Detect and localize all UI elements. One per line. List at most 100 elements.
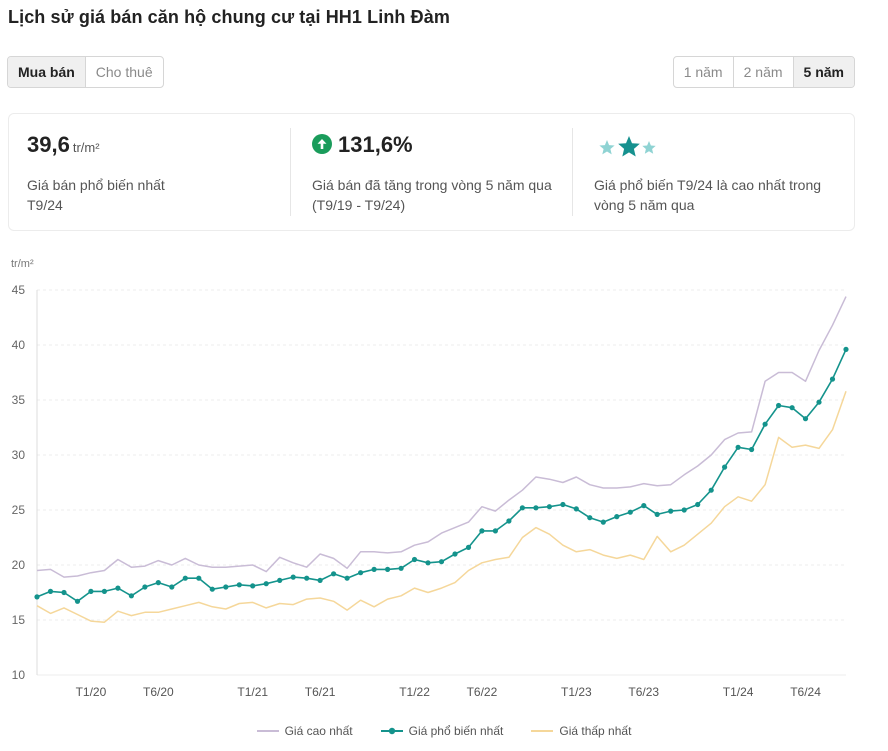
rank-desc-line1: Giá phổ biến T9/24 là cao nhất trong: [594, 177, 822, 193]
data-point-mid: [290, 574, 296, 580]
y-tick-label: 40: [12, 338, 26, 352]
y-tick-label: 20: [12, 558, 26, 572]
data-point-mid: [425, 560, 431, 566]
data-point-mid: [371, 566, 377, 572]
page-title: Lịch sử giá bán căn hộ chung cư tại HH1 …: [8, 7, 450, 27]
data-point-mid: [223, 584, 229, 590]
data-point-mid: [519, 505, 526, 511]
data-point-mid: [317, 577, 323, 583]
data-point-mid: [708, 487, 714, 493]
data-point-mid: [587, 515, 593, 521]
series-line-low: [36, 390, 847, 623]
stat-common-price: 39,6 tr/m² Giá bán phổ biến nhất T9/24: [27, 114, 287, 230]
legend-line-low-icon: [531, 730, 554, 732]
data-point-mid: [465, 544, 472, 550]
data-point-mid: [681, 507, 687, 513]
x-tick-label: T6/21: [305, 685, 336, 699]
growth-desc: Giá bán đã tăng trong vòng 5 năm qua (T9…: [312, 175, 552, 215]
chart-legend: Giá cao nhất Giá phổ biến nhất Giá thấp …: [0, 724, 888, 738]
y-tick-label: 25: [12, 503, 26, 517]
data-point-mid: [411, 556, 418, 563]
common-price-value: 39,6 tr/m²: [27, 132, 100, 158]
data-point-mid: [479, 528, 485, 534]
data-point-mid: [47, 588, 54, 594]
common-price-desc-line2: T9/24: [27, 197, 63, 213]
legend-item-high[interactable]: Giá cao nhất: [256, 724, 353, 738]
y-tick-label: 45: [12, 283, 26, 297]
legend-line-high-icon: [256, 730, 279, 732]
data-point-mid: [843, 346, 849, 352]
rank-desc: Giá phổ biến T9/24 là cao nhất trong vòn…: [594, 175, 821, 215]
x-tick-label: T6/24: [790, 685, 821, 699]
y-tick-label: 35: [12, 393, 26, 407]
range-1-year[interactable]: 1 năm: [683, 64, 723, 80]
y-axis-unit-label: tr/m²: [11, 258, 34, 270]
data-point-mid: [88, 588, 94, 594]
x-tick-label: T1/20: [76, 685, 107, 699]
stats-divider-2: [572, 128, 573, 216]
data-point-mid: [250, 583, 256, 589]
data-point-mid: [61, 589, 67, 596]
data-point-mid: [209, 586, 215, 592]
data-point-mid: [776, 402, 782, 409]
data-point-mid: [749, 446, 755, 453]
legend-label-high: Giá cao nhất: [284, 724, 353, 738]
data-point-mid: [627, 509, 633, 515]
legend-line-mid-icon: [380, 727, 403, 735]
data-point-mid: [277, 577, 283, 583]
data-point-mid: [654, 511, 660, 517]
data-point-mid: [573, 506, 579, 512]
growth-desc-line2: (T9/19 - T9/24): [312, 197, 406, 213]
data-point-mid: [182, 575, 188, 581]
range-5-years[interactable]: 5 năm: [792, 57, 854, 87]
tab-buy[interactable]: Mua bán: [8, 57, 85, 87]
data-point-mid: [236, 582, 242, 588]
data-point-mid: [101, 588, 107, 594]
data-point-mid: [385, 566, 391, 572]
stats-divider-1: [290, 128, 291, 216]
arrow-up-circle-icon: [312, 134, 332, 154]
common-price-desc-line1: Giá bán phổ biến nhất: [27, 177, 165, 193]
data-point-mid: [492, 528, 498, 534]
data-point-mid: [789, 405, 795, 411]
stat-growth: 131,6% Giá bán đã tăng trong vòng 5 năm …: [312, 114, 572, 230]
price-unit: tr/m²: [72, 140, 100, 155]
stars-icon: [599, 136, 656, 157]
data-point-mid: [546, 504, 553, 510]
rank-desc-line2: vòng 5 năm qua: [594, 197, 695, 213]
data-point-mid: [304, 575, 310, 581]
data-point-mid: [169, 584, 175, 590]
x-tick-label: T1/24: [723, 685, 754, 699]
stats-panel: 39,6 tr/m² Giá bán phổ biến nhất T9/24 13…: [8, 113, 855, 231]
data-point-mid: [722, 464, 728, 470]
data-point-mid: [331, 571, 337, 577]
star-center-icon: [618, 136, 640, 157]
x-tick-label: T1/21: [237, 685, 268, 699]
data-point-mid: [829, 376, 836, 382]
data-point-mid: [533, 505, 539, 511]
data-point-mid: [196, 575, 202, 581]
data-point-mid: [802, 416, 809, 422]
data-point-mid: [668, 508, 674, 514]
legend-item-low[interactable]: Giá thấp nhất: [531, 724, 631, 738]
data-point-mid: [115, 585, 121, 591]
y-tick-label: 15: [12, 613, 26, 627]
data-point-mid: [74, 598, 81, 604]
time-range-toggle: 1 năm 2 năm 5 năm: [672, 56, 855, 88]
x-tick-label: T6/20: [143, 685, 174, 699]
tab-rent[interactable]: Cho thuê: [84, 57, 163, 87]
data-point-mid: [600, 519, 606, 525]
data-point-mid: [695, 501, 701, 508]
price-history-chart: tr/m² 10 15 20 25 30 35 40 45 T1/20 T6/20 T1/21 T6/2…: [0, 250, 888, 751]
series-line-high: [36, 296, 847, 578]
data-point-mid: [398, 565, 404, 571]
growth-desc-line1: Giá bán đã tăng trong vòng 5 năm qua: [312, 177, 552, 193]
growth-number: 131,6%: [338, 132, 413, 157]
data-point-mid: [614, 514, 620, 520]
legend-item-mid[interactable]: Giá phổ biến nhất: [380, 724, 504, 738]
range-2-years[interactable]: 2 năm: [732, 57, 793, 87]
listing-type-toggle: Mua bán Cho thuê: [7, 56, 164, 88]
legend-label-mid: Giá phổ biến nhất: [408, 724, 504, 738]
x-tick-label: T1/23: [561, 685, 592, 699]
x-tick-label: T1/22: [399, 685, 430, 699]
